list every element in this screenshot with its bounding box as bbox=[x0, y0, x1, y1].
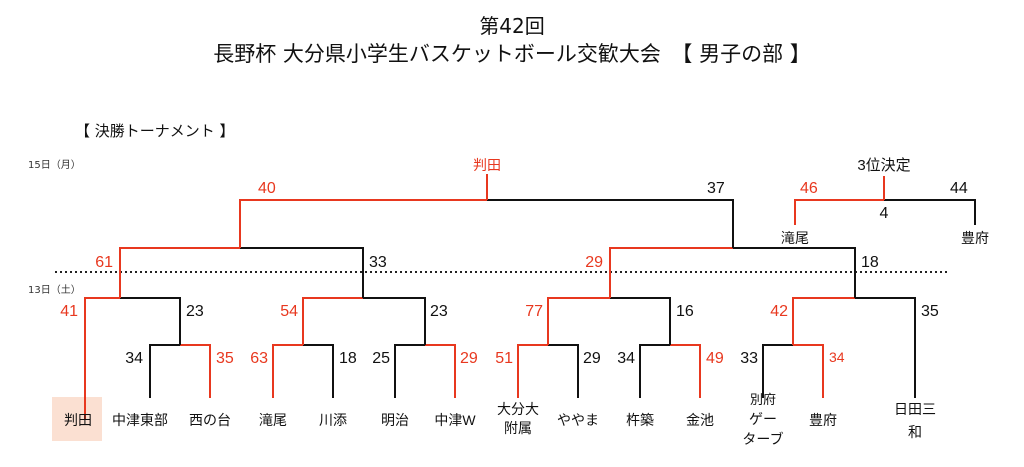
score-sf-r2: 18 bbox=[861, 254, 879, 271]
team-name-5: 川添 bbox=[319, 412, 347, 428]
team-name-2: 中津東部 bbox=[112, 412, 168, 428]
section-label: 【 決勝トーナメント 】 bbox=[75, 122, 235, 140]
team-name-1: 判田 bbox=[64, 412, 92, 428]
score-r2-c1: 77 bbox=[525, 303, 543, 320]
r2-line-handa bbox=[84, 297, 120, 420]
third-place-title: 3位決定 bbox=[857, 157, 910, 174]
score-r1-4: 18 bbox=[339, 350, 357, 367]
score-r2-a2: 23 bbox=[186, 303, 204, 320]
score-r1-8: 29 bbox=[583, 350, 601, 367]
r1-line-meiji bbox=[394, 344, 425, 398]
score-third-mid: 4 bbox=[880, 205, 889, 222]
date-label-day15: 15日（月） bbox=[28, 160, 81, 171]
r2-line-nakatsuw bbox=[363, 297, 426, 345]
sf-line-hofu bbox=[733, 247, 856, 298]
third-team-right: 豊府 bbox=[961, 230, 989, 246]
date-label-day13: 13日（土） bbox=[28, 285, 81, 296]
r2-line-hitasanwa bbox=[855, 297, 916, 398]
team-name-12-line3: ターブ bbox=[742, 431, 783, 447]
champion-highlight bbox=[52, 397, 102, 441]
team-name-12-line2: ゲー bbox=[749, 411, 777, 427]
champion-name: 判田 bbox=[473, 157, 501, 173]
score-third-left: 46 bbox=[800, 180, 818, 197]
r1-line-nishinodai bbox=[180, 344, 211, 398]
final-line-oitadai bbox=[487, 199, 734, 248]
team-name-10: 杵築 bbox=[626, 412, 654, 428]
score-r1-3: 63 bbox=[250, 350, 268, 367]
team-name-3: 西の台 bbox=[189, 412, 231, 428]
team-name-8-line2: 附属 bbox=[504, 420, 532, 436]
r1-line-kanaike bbox=[670, 344, 701, 398]
score-r1-2: 35 bbox=[216, 350, 234, 367]
score-r1-12: 34 bbox=[829, 349, 845, 365]
title-line-1: 第42回 bbox=[479, 14, 545, 38]
r1-line-yayama bbox=[548, 344, 579, 398]
score-sf-l2: 33 bbox=[369, 254, 387, 271]
r2-line-takio bbox=[302, 297, 363, 345]
score-sf-r1: 29 bbox=[585, 254, 603, 271]
final-line-handa bbox=[239, 199, 487, 248]
score-r1-1: 34 bbox=[125, 350, 143, 367]
sf-line-takio bbox=[240, 247, 364, 298]
team-name-14-line2: 和 bbox=[908, 424, 922, 440]
team-name-9: ややま bbox=[557, 412, 599, 428]
r1-line-kitsuki bbox=[639, 344, 670, 398]
score-r1-11: 33 bbox=[740, 350, 758, 367]
r2-line-nishinodai bbox=[120, 297, 181, 345]
title-line-2: 長野杯 大分県小学生バスケットボール交歓大会 【 男子の部 】 bbox=[213, 42, 811, 66]
score-r1-6: 29 bbox=[460, 350, 478, 367]
score-third-right: 44 bbox=[950, 180, 968, 197]
r2-line-oitadai bbox=[547, 297, 610, 345]
team-name-8: 大分大 bbox=[497, 401, 539, 417]
team-name-7: 中津W bbox=[434, 412, 476, 428]
third-team-left: 滝尾 bbox=[781, 230, 809, 246]
score-r1-7: 51 bbox=[495, 350, 513, 367]
score-final-right: 37 bbox=[707, 180, 725, 197]
sf-line-oitadai bbox=[609, 247, 733, 298]
team-name-14: 日田三 bbox=[894, 401, 936, 417]
score-r1-5: 25 bbox=[372, 350, 390, 367]
score-sf-l1: 61 bbox=[95, 254, 113, 271]
score-r2-a1: 41 bbox=[60, 303, 78, 320]
score-r1-10: 49 bbox=[706, 350, 724, 367]
third-line-hofu bbox=[884, 199, 976, 225]
score-r2-b2: 23 bbox=[430, 303, 448, 320]
r1-line-kawazoe bbox=[303, 344, 334, 398]
score-r2-c2: 16 bbox=[676, 303, 694, 320]
score-r1-9: 34 bbox=[617, 350, 635, 367]
r1-line-nakatsutobu bbox=[149, 344, 180, 398]
third-line-takio bbox=[794, 199, 884, 225]
r2-line-hofu bbox=[792, 297, 855, 345]
r1-line-oitadai bbox=[517, 344, 548, 398]
r1-line-takio bbox=[272, 344, 303, 398]
team-name-13: 豊府 bbox=[809, 412, 837, 428]
r1-line-beppu bbox=[762, 344, 793, 398]
r2-line-kanaike bbox=[610, 297, 671, 345]
r1-line-nakatsuw bbox=[425, 344, 456, 398]
team-name-11: 金池 bbox=[686, 412, 714, 428]
team-name-12: 別府 bbox=[750, 392, 776, 407]
score-r2-d1: 42 bbox=[770, 303, 788, 320]
score-r2-d2: 35 bbox=[921, 303, 939, 320]
sf-line-handa bbox=[119, 247, 240, 298]
team-name-4: 滝尾 bbox=[259, 412, 287, 428]
r1-line-hofu bbox=[793, 344, 824, 398]
score-r2-b1: 54 bbox=[280, 303, 298, 320]
team-name-6: 明治 bbox=[381, 412, 409, 428]
score-final-left: 40 bbox=[258, 180, 276, 197]
